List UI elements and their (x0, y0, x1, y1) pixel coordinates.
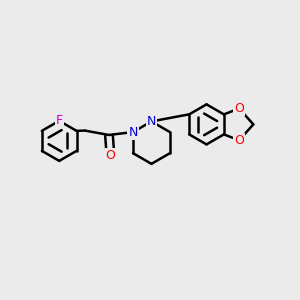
Text: F: F (56, 114, 63, 127)
Text: O: O (106, 148, 116, 161)
Text: N: N (128, 125, 138, 139)
Text: N: N (147, 115, 156, 128)
Text: O: O (234, 102, 244, 115)
Text: O: O (234, 134, 244, 147)
